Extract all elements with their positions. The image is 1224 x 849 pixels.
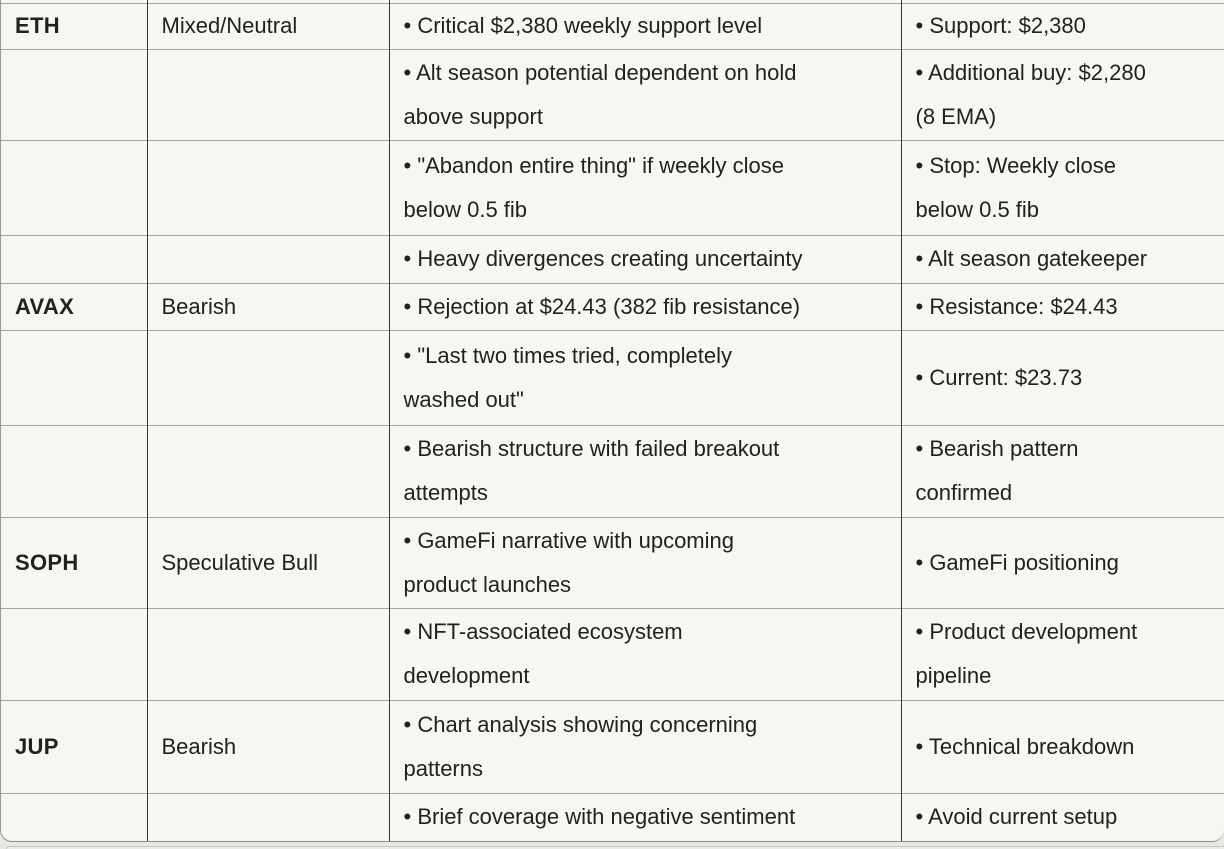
analysis-cell: • GameFi narrative with upcoming product… xyxy=(388,516,901,608)
sentiment-cell xyxy=(146,607,389,700)
table-row: • Bearish structure with failed breakout… xyxy=(1,424,1224,517)
analysis-cell: • Chart analysis showing concerning patt… xyxy=(388,699,901,793)
sentiment-cell xyxy=(146,424,389,517)
levels-cell: • Alt season gatekeeper xyxy=(900,234,1224,283)
levels-cell: • Avoid current setup xyxy=(900,792,1224,841)
table-row: • Brief coverage with negative sentiment… xyxy=(1,792,1224,841)
ticker-cell: JUP xyxy=(1,699,147,793)
analysis-cell: • NFT-associated ecosystem development xyxy=(388,607,901,700)
levels-cell: • GameFi positioning xyxy=(900,516,1224,608)
sentiment-cell: Mixed/Neutral xyxy=(146,2,389,49)
levels-cell: • Additional buy: $2,280 (8 EMA) xyxy=(900,48,1224,140)
analysis-cell: • Rejection at $24.43 (382 fib resistanc… xyxy=(388,282,901,330)
ticker-cell xyxy=(1,792,147,841)
levels-cell: • Product development pipeline xyxy=(900,607,1224,700)
levels-cell: • Resistance: $24.43 xyxy=(900,282,1224,330)
ticker-cell xyxy=(1,607,147,700)
table-row: ETH Mixed/Neutral • Critical $2,380 week… xyxy=(1,2,1224,49)
levels-cell xyxy=(900,0,1224,3)
table-row: • Alt season potential dependent on hold… xyxy=(1,48,1224,140)
ticker-cell: AVAX xyxy=(1,282,147,330)
analysis-cell: • Brief coverage with negative sentiment xyxy=(388,792,901,841)
levels-cell: • Bearish pattern confirmed xyxy=(900,424,1224,517)
sentiment-cell xyxy=(146,234,389,283)
sentiment-cell: Bearish xyxy=(146,699,389,793)
ticker-cell xyxy=(1,234,147,283)
ticker-cell: SOPH xyxy=(1,516,147,608)
ticker-cell: ETH xyxy=(1,2,147,49)
table-row: JUP Bearish • Chart analysis showing con… xyxy=(1,699,1224,793)
analysis-cell: • "Abandon entire thing" if weekly close… xyxy=(388,139,901,235)
table-row: • Heavy divergences creating uncertainty… xyxy=(1,234,1224,283)
sentiment-cell xyxy=(146,792,389,841)
table-row: SOPH Speculative Bull • GameFi narrative… xyxy=(1,516,1224,608)
ticker-cell xyxy=(1,424,147,517)
levels-cell: • Stop: Weekly close below 0.5 fib xyxy=(900,139,1224,235)
ticker-cell xyxy=(1,139,147,235)
levels-cell: • Current: $23.73 xyxy=(900,329,1224,425)
table-row: • "Abandon entire thing" if weekly close… xyxy=(1,139,1224,235)
analysis-cell: • Bearish structure with failed breakout… xyxy=(388,424,901,517)
analysis-cell: • Heavy divergences creating uncertainty xyxy=(388,234,901,283)
sentiment-cell xyxy=(146,139,389,235)
sentiment-cell: Bearish xyxy=(146,282,389,330)
sentiment-cell xyxy=(146,48,389,140)
table-row: • "Last two times tried, completely wash… xyxy=(1,329,1224,425)
levels-cell: • Technical breakdown xyxy=(900,699,1224,793)
sentiment-cell xyxy=(146,329,389,425)
sentiment-cell: Speculative Bull xyxy=(146,516,389,608)
levels-cell: • Support: $2,380 xyxy=(900,2,1224,49)
table-row: AVAX Bearish • Rejection at $24.43 (382 … xyxy=(1,282,1224,330)
analysis-cell: • "Last two times tried, completely wash… xyxy=(388,329,901,425)
analysis-cell xyxy=(388,0,901,3)
ticker-cell xyxy=(1,48,147,140)
analysis-cell: • Alt season potential dependent on hold… xyxy=(388,48,901,140)
ticker-cell xyxy=(1,329,147,425)
table-row: • NFT-associated ecosystem development •… xyxy=(1,607,1224,700)
sentiment-cell xyxy=(146,0,389,3)
analysis-cell: • Critical $2,380 weekly support level xyxy=(388,2,901,49)
table-row-cutoff xyxy=(1,0,1224,3)
